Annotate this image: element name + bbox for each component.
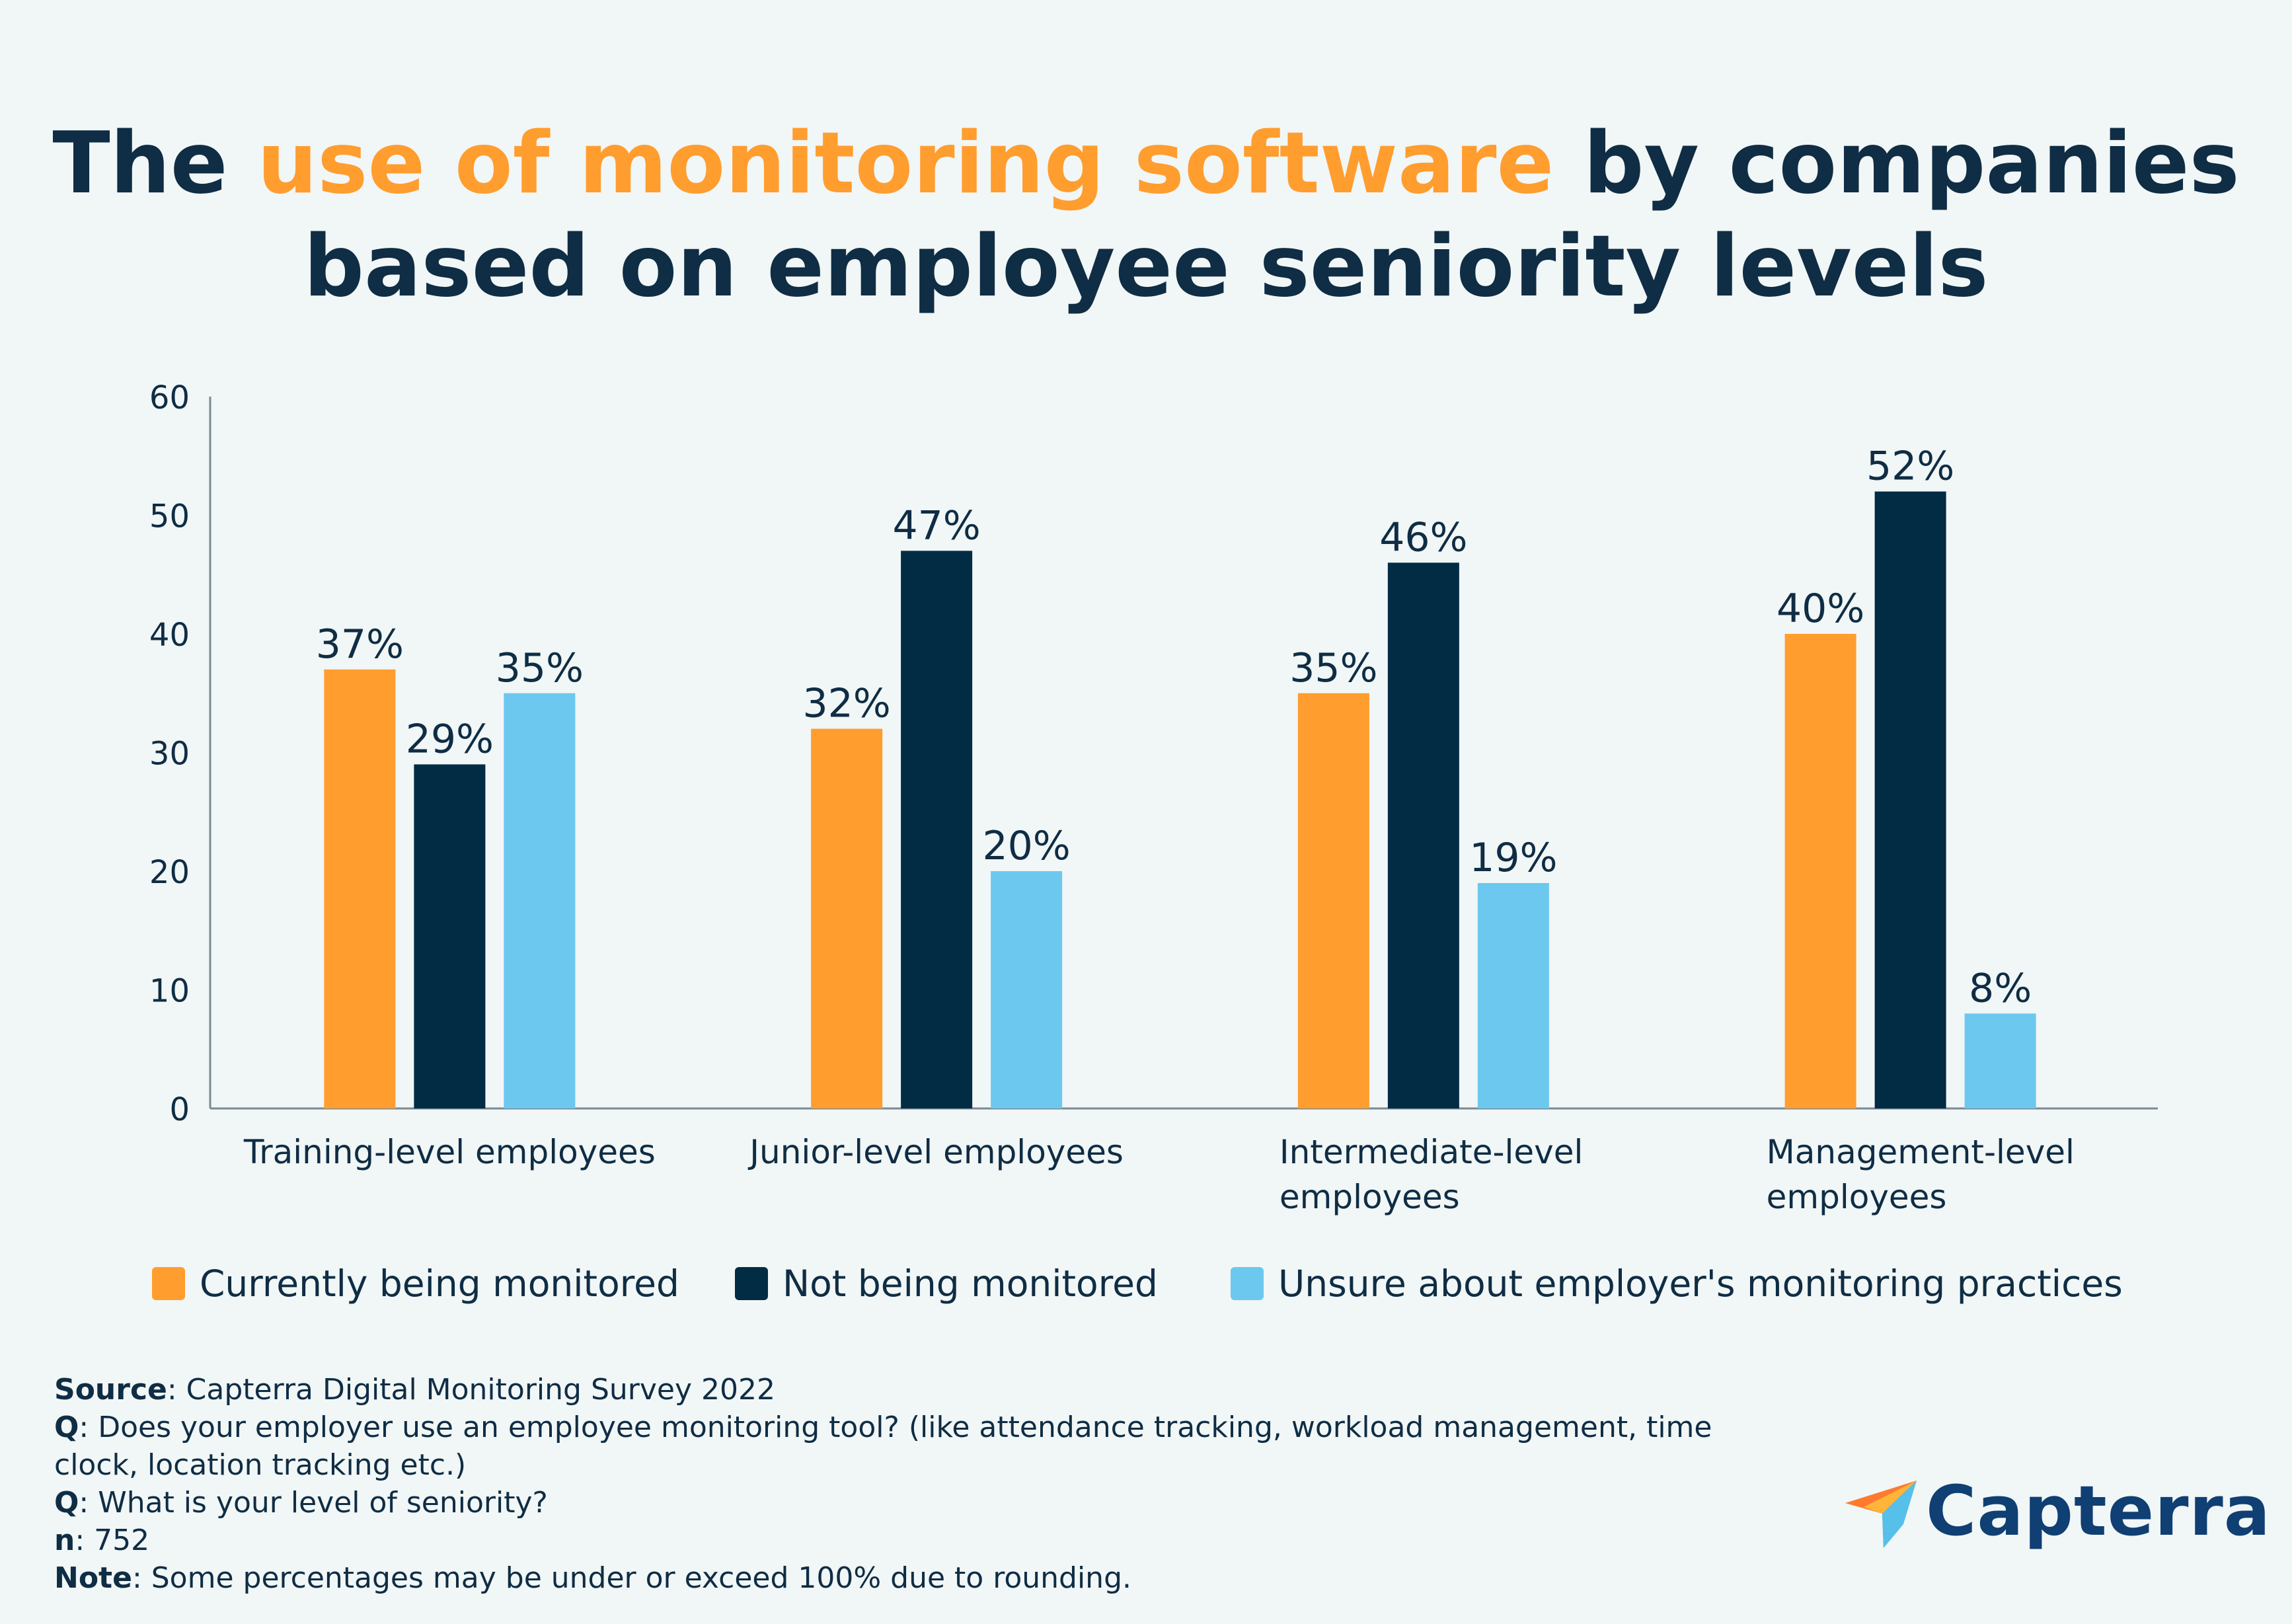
data-label: 20%: [982, 823, 1070, 869]
y-tick-label: 40: [149, 617, 190, 654]
y-tick-label: 60: [149, 379, 190, 416]
title-line-2: based on employee seniority levels: [303, 217, 1989, 316]
bar: [1964, 1013, 2036, 1108]
bar: [1297, 693, 1369, 1108]
bar: [1477, 882, 1549, 1108]
legend-item-unsure: Unsure about employer's monitoring pract…: [1231, 1257, 2123, 1310]
data-label: 35%: [1289, 645, 1377, 691]
bar: [414, 764, 486, 1108]
x-tick-label: Intermediate-level: [1280, 1133, 1584, 1171]
bar: [1874, 491, 1946, 1108]
bar: [324, 669, 396, 1108]
data-label: 47%: [892, 502, 980, 549]
data-label: 35%: [496, 645, 584, 691]
y-tick-label: 50: [149, 498, 190, 535]
data-label: 46%: [1379, 514, 1467, 561]
y-tick-label: 0: [169, 1091, 190, 1128]
footnote-source: Source: Capterra Digital Monitoring Surv…: [54, 1373, 775, 1407]
x-tick-label: employees: [1767, 1178, 1947, 1216]
data-label: 32%: [802, 681, 890, 727]
footnote-question-2: Q: What is your level of seniority?: [54, 1486, 548, 1520]
bar: [1784, 634, 1856, 1108]
y-tick-label: 20: [149, 854, 190, 891]
legend-item-not-monitored: Not being monitored: [735, 1257, 1158, 1310]
footnote-sample-size: n: 752: [54, 1524, 150, 1557]
capterra-arrow-icon: [1845, 1481, 1917, 1548]
bar: [811, 728, 883, 1108]
x-tick-label: Junior-level employees: [747, 1133, 1124, 1171]
capterra-logo: Capterra: [1844, 1471, 2271, 1551]
y-tick-label: 10: [149, 973, 190, 1010]
x-tick-label: employees: [1280, 1178, 1460, 1216]
legend-swatch-navy: [735, 1267, 768, 1300]
footnote: Source: Capterra Digital Monitoring Surv…: [54, 1371, 1712, 1597]
footnote-question-1: Q: Does your employer use an employee mo…: [54, 1411, 1712, 1444]
legend-swatch-orange: [152, 1267, 185, 1300]
bar: [991, 871, 1063, 1108]
bar: [504, 693, 576, 1108]
legend-label: Unsure about employer's monitoring pract…: [1278, 1262, 2123, 1305]
legend-label: Not being monitored: [783, 1262, 1158, 1305]
data-label: 29%: [406, 716, 494, 762]
bar: [1387, 562, 1459, 1108]
bar: [901, 551, 973, 1108]
x-tick-label: Training-level employees: [243, 1133, 656, 1171]
footnote-question-1-cont: clock, location tracking etc.): [54, 1448, 467, 1482]
data-label: 8%: [1969, 965, 2032, 1011]
legend-item-currently-monitored: Currently being monitored: [152, 1257, 679, 1310]
data-label: 19%: [1469, 835, 1557, 881]
data-label: 37%: [316, 621, 404, 668]
legend-label: Currently being monitored: [200, 1262, 679, 1305]
chart-title: The use of monitoring software by compan…: [0, 112, 2292, 319]
legend-swatch-light-blue: [1231, 1267, 1264, 1300]
data-label: 52%: [1866, 444, 1954, 490]
data-label: 40%: [1776, 586, 1864, 632]
x-tick-label: Management-level: [1767, 1133, 2075, 1171]
capterra-logo-text: Capterra: [1926, 1471, 2271, 1551]
title-highlight: use of monitoring software: [257, 114, 1554, 213]
y-tick-label: 30: [149, 736, 190, 773]
footnote-note: Note: Some percentages may be under or e…: [54, 1561, 1131, 1595]
title-line-1: The use of monitoring software by compan…: [52, 114, 2240, 213]
